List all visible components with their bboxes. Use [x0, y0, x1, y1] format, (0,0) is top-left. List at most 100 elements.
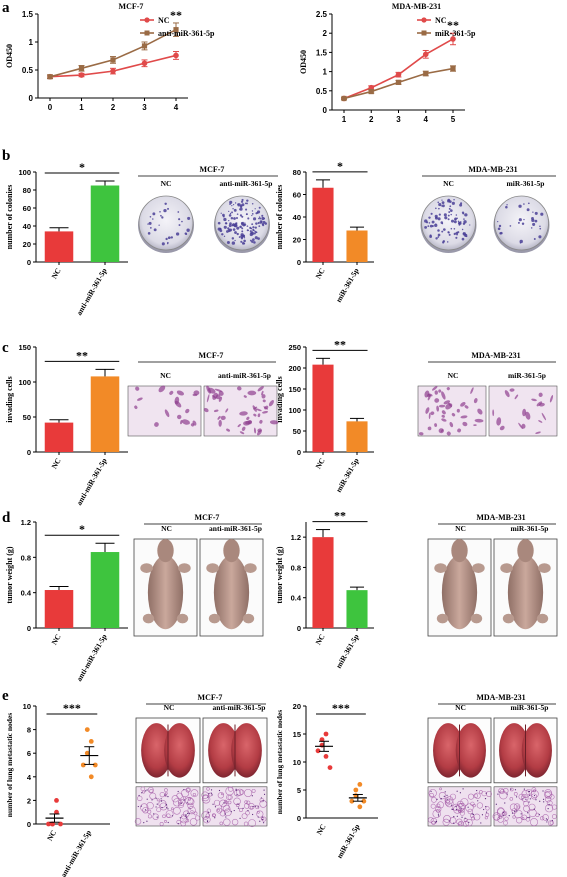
invading-cell	[531, 398, 537, 402]
alveolus	[193, 811, 198, 816]
data-point	[423, 70, 429, 77]
nucleus-dot	[471, 813, 473, 815]
mouse-body	[507, 555, 544, 630]
alveolus	[176, 819, 181, 825]
significance-mark: **	[447, 18, 459, 32]
invading-cell	[253, 406, 258, 410]
colony-dot	[453, 199, 455, 201]
chart-title: MDA-MB-231	[392, 2, 441, 11]
alveolus	[137, 795, 143, 802]
colony-dot	[465, 235, 468, 238]
colony-dot	[251, 210, 254, 212]
nucleus-dot	[233, 809, 235, 812]
nucleus-dot	[543, 801, 545, 803]
alveolus	[190, 810, 194, 814]
alveolus	[159, 802, 168, 811]
invading-cell	[192, 420, 197, 426]
colony-dot	[239, 225, 241, 228]
x-tick-label: miR-361-5p	[334, 633, 361, 670]
image-panel-title: MCF-7	[199, 351, 224, 360]
colony-dot	[437, 233, 441, 237]
colony-dot	[521, 222, 525, 226]
alveolus	[435, 806, 442, 813]
data-point	[353, 787, 359, 793]
colony-dot	[497, 227, 501, 231]
colony-dot	[260, 222, 262, 225]
colony-dot	[429, 224, 433, 228]
nucleus-dot	[450, 804, 453, 806]
legend-entry: anti-miR-361-5p	[158, 29, 215, 38]
colony-dot	[442, 228, 446, 231]
colony-dot	[254, 208, 256, 210]
alveolus	[525, 788, 532, 796]
alveolus	[236, 788, 244, 796]
nucleus-dot	[183, 789, 185, 791]
colony-dot	[165, 237, 168, 241]
colony-dot	[435, 223, 437, 225]
colony-dot	[175, 232, 180, 236]
colony-dot	[499, 232, 502, 235]
nucleus-dot	[430, 790, 432, 792]
colony-dot	[234, 223, 238, 228]
nucleus-dot	[207, 811, 209, 813]
invading-cell	[226, 428, 231, 432]
alveolus	[521, 789, 530, 799]
y-tick-label: 0	[323, 106, 328, 115]
mouse-limb	[472, 563, 485, 573]
colony-dot	[462, 222, 466, 225]
nucleus-dot	[462, 788, 464, 790]
lung-lobe	[208, 723, 239, 778]
alveolus	[521, 816, 525, 820]
alveolus	[147, 787, 154, 793]
y-tick-label: 2	[27, 796, 31, 805]
y-tick-label: 0.5	[22, 66, 34, 75]
alveolus	[531, 793, 537, 800]
nucleus-dot	[206, 821, 209, 823]
colony-dot	[539, 225, 541, 228]
colony-dot	[228, 210, 230, 213]
bar-chart-d2: 0 0.4 0.8 1.2 tumor weight (g) NC miR-361-5p **	[275, 509, 374, 670]
alveolus	[465, 803, 474, 812]
mouse-limb	[208, 613, 221, 624]
data-point	[422, 51, 429, 58]
nucleus-dot	[260, 797, 263, 799]
invading-cell	[460, 402, 466, 407]
alveolus	[243, 821, 249, 826]
nucleus-dot	[453, 816, 455, 818]
colony-dot	[249, 230, 252, 233]
colony-dot	[453, 220, 457, 224]
x-tick-label: anti-miR-361-5p	[59, 829, 93, 877]
alveolus	[492, 812, 501, 821]
nucleus-dot	[167, 796, 169, 798]
alveolus	[172, 798, 182, 807]
data-point	[54, 809, 59, 815]
x-tick-label: 4	[424, 115, 429, 124]
line-chart-a1: 0 0.5 1 1.5 0 1 2 3 4 OD450 MCF-7 NC anti-miR-361-5p…	[5, 2, 215, 112]
data-point	[78, 72, 85, 78]
data-point	[88, 774, 94, 780]
colony-dot	[219, 229, 223, 233]
colony-dot	[252, 226, 255, 229]
alveolus	[432, 809, 441, 818]
colony-dot	[442, 240, 446, 243]
alveolus	[493, 814, 500, 821]
colony-dot	[233, 217, 236, 220]
y-tick-label: 0	[297, 814, 301, 823]
y-tick-label: 1.5	[22, 10, 34, 19]
colony-dot	[538, 235, 542, 239]
colony-dot	[464, 213, 468, 217]
y-tick-label: 40	[23, 222, 31, 231]
x-tick-label: 3	[396, 115, 401, 124]
y-axis-label: number of colonies	[275, 185, 284, 250]
colony-dot	[241, 242, 245, 245]
invading-cell	[438, 389, 442, 393]
nucleus-dot	[443, 795, 445, 797]
colony-dot	[177, 211, 180, 213]
invading-cell	[474, 418, 484, 423]
alveolus	[445, 796, 454, 805]
invading-cell	[176, 390, 185, 396]
image-panel-title: MCF-7	[198, 693, 223, 702]
colony-dot	[241, 227, 244, 230]
colony-dot	[254, 236, 258, 240]
mouse-limb	[178, 563, 191, 573]
